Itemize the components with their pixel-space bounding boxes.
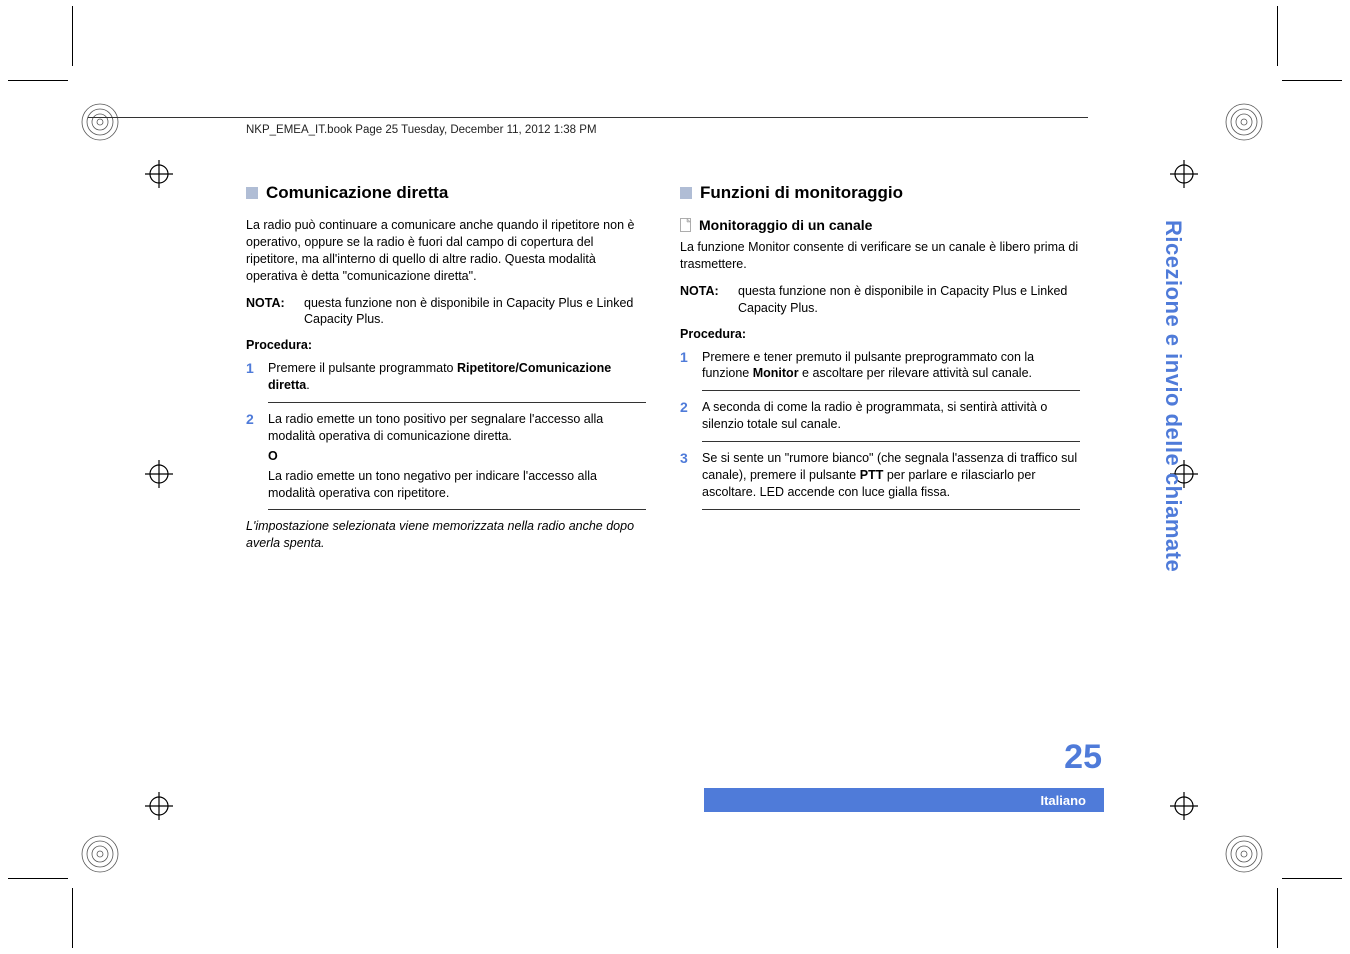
- step-1: 1 Premere il pulsante programmato Ripeti…: [246, 360, 646, 394]
- note-label: NOTA:: [246, 295, 304, 329]
- crop-mark: [8, 878, 68, 879]
- procedure-label: Procedura:: [246, 338, 646, 352]
- step-text: La radio emette un tono positivo per seg…: [268, 411, 646, 445]
- intro-text: La funzione Monitor consente di verifica…: [680, 239, 1080, 273]
- left-column: Comunicazione diretta La radio può conti…: [246, 183, 646, 552]
- crop-mark: [1282, 80, 1342, 81]
- step-separator: [268, 402, 646, 403]
- note-body: questa funzione non è disponibile in Cap…: [304, 295, 646, 329]
- crosshair-mark: [145, 792, 173, 820]
- step-text: Premere il pulsante programmato: [268, 361, 457, 375]
- step-or: O: [268, 449, 278, 463]
- registration-mark: [80, 834, 120, 874]
- crosshair-mark: [145, 460, 173, 488]
- step-3: 3 Se si sente un "rumore bianco" (che se…: [680, 450, 1080, 501]
- crop-mark: [1277, 888, 1278, 948]
- step-text-bold: PTT: [860, 468, 884, 482]
- step-text: .: [306, 378, 309, 392]
- step-body: La radio emette un tono positivo per seg…: [268, 411, 646, 501]
- side-tab: Ricezione e invio delle chiamate: [1160, 220, 1190, 592]
- header-rule: [88, 117, 1088, 118]
- crop-mark: [8, 80, 68, 81]
- section-bullet-icon: [246, 187, 258, 199]
- step-body: Se si sente un "rumore bianco" (che segn…: [702, 450, 1080, 501]
- step-separator: [268, 509, 646, 510]
- step-number: 1: [680, 349, 702, 383]
- registration-mark: [1224, 102, 1264, 142]
- crop-mark: [1282, 878, 1342, 879]
- page-number: 25: [1064, 738, 1102, 777]
- sub-title: Monitoraggio di un canale: [699, 217, 872, 233]
- section-heading: Funzioni di monitoraggio: [680, 183, 1080, 203]
- step-separator: [702, 441, 1080, 442]
- note-body: questa funzione non è disponibile in Cap…: [738, 283, 1080, 317]
- step-separator: [702, 390, 1080, 391]
- crop-mark: [72, 888, 73, 948]
- header-text: NKP_EMEA_IT.book Page 25 Tuesday, Decemb…: [246, 124, 597, 136]
- document-icon: [680, 218, 691, 232]
- side-tab-text: Ricezione e invio delle chiamate: [1160, 220, 1186, 572]
- step-number: 2: [246, 411, 268, 501]
- step-number: 1: [246, 360, 268, 394]
- section-bullet-icon: [680, 187, 692, 199]
- step-text: La radio emette un tono negativo per ind…: [268, 468, 646, 502]
- crosshair-mark: [145, 160, 173, 188]
- section-heading: Comunicazione diretta: [246, 183, 646, 203]
- procedure-label: Procedura:: [680, 327, 1080, 341]
- sub-heading: Monitoraggio di un canale: [680, 217, 1080, 233]
- step-number: 3: [680, 450, 702, 501]
- note-row: NOTA: questa funzione non è disponibile …: [680, 283, 1080, 317]
- step-2: 2 A seconda di come la radio è programma…: [680, 399, 1080, 433]
- step-separator: [702, 509, 1080, 510]
- intro-text: La radio può continuare a comunicare anc…: [246, 217, 646, 285]
- step-body: Premere il pulsante programmato Ripetito…: [268, 360, 646, 394]
- note-label: NOTA:: [680, 283, 738, 317]
- registration-mark: [1224, 834, 1264, 874]
- section-title: Funzioni di monitoraggio: [700, 183, 903, 203]
- crop-mark: [72, 6, 73, 66]
- crosshair-mark: [1170, 160, 1198, 188]
- crop-mark: [1277, 6, 1278, 66]
- footer-language: Italiano: [1040, 793, 1086, 808]
- step-1: 1 Premere e tener premuto il pulsante pr…: [680, 349, 1080, 383]
- note-row: NOTA: questa funzione non è disponibile …: [246, 295, 646, 329]
- page-content: Comunicazione diretta La radio può conti…: [246, 183, 1104, 793]
- step-2: 2 La radio emette un tono positivo per s…: [246, 411, 646, 501]
- crosshair-mark: [1170, 792, 1198, 820]
- right-column: Funzioni di monitoraggio Monitoraggio di…: [680, 183, 1080, 518]
- closing-note: L'impostazione selezionata viene memoriz…: [246, 518, 646, 552]
- step-text-bold: Monitor: [753, 366, 799, 380]
- step-number: 2: [680, 399, 702, 433]
- section-title: Comunicazione diretta: [266, 183, 448, 203]
- registration-mark: [80, 102, 120, 142]
- footer-bar: Italiano: [704, 788, 1104, 812]
- step-body: A seconda di come la radio è programmata…: [702, 399, 1080, 433]
- step-text: e ascoltare per rilevare attività sul ca…: [799, 366, 1032, 380]
- step-body: Premere e tener premuto il pulsante prep…: [702, 349, 1080, 383]
